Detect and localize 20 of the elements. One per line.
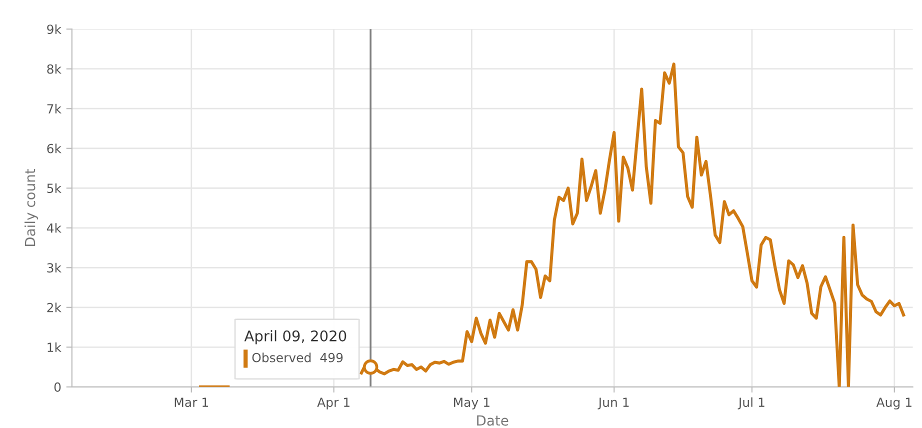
- x-tick-label: Mar 1: [174, 398, 208, 408]
- y-axis-title: Daily count: [24, 168, 38, 246]
- annotation: April 09, 2020: [244, 330, 346, 344]
- y-tick-label: 6k: [47, 144, 62, 154]
- y-tick-label: 3k: [47, 262, 62, 273]
- x-tick-label: Jun 1: [598, 398, 629, 410]
- x-tick-label: Aug 1: [876, 398, 912, 410]
- x-tick-label: Apr 1: [317, 398, 350, 410]
- y-tick-label: 5k: [47, 183, 62, 194]
- y-tick-label: 9k: [47, 24, 62, 34]
- x-tick-label: Jul 1: [738, 397, 764, 410]
- y-tick-label: 0: [54, 382, 61, 392]
- y-tick-label: 2k: [47, 302, 62, 312]
- y-tick-label: 8k: [47, 64, 62, 74]
- x-tick-label: May 1: [454, 398, 490, 410]
- y-tick-label: 1k: [48, 342, 62, 352]
- annotation: Observed 499: [252, 352, 343, 362]
- x-axis-title: Date: [477, 415, 508, 426]
- y-tick-label: 4k: [46, 223, 62, 233]
- y-tick-label: 7k: [47, 104, 62, 114]
